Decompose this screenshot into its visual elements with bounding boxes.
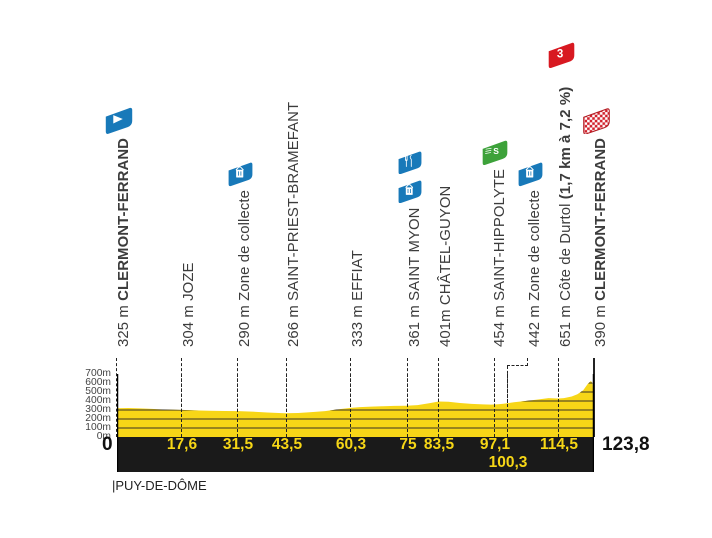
svg-text:3: 3 xyxy=(557,49,563,61)
svg-text:S: S xyxy=(493,146,499,156)
